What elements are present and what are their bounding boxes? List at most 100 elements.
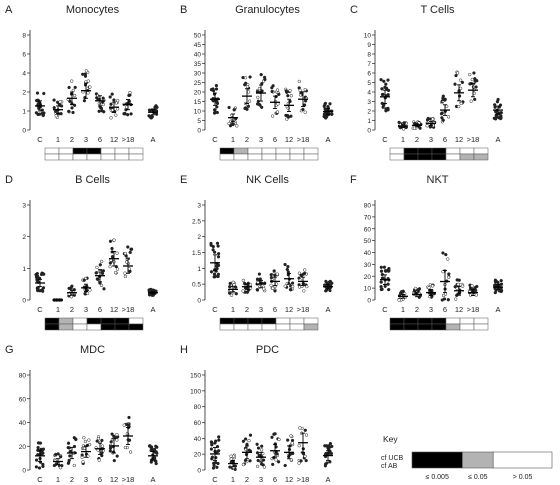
significance-cell <box>128 317 144 325</box>
significance-cell <box>100 323 116 331</box>
data-point <box>470 284 474 288</box>
x-tick-label: 3 <box>259 475 263 484</box>
data-point <box>255 277 260 281</box>
x-tick-label: C <box>212 475 218 484</box>
panel-letter: B <box>180 4 187 16</box>
data-point <box>115 432 119 437</box>
y-tick-label: 10 <box>364 33 372 40</box>
data-point <box>82 278 86 282</box>
data-point <box>109 102 113 106</box>
data-point <box>96 277 100 282</box>
significance-cell <box>303 317 319 325</box>
data-point <box>302 103 307 107</box>
data-point <box>328 279 332 284</box>
key-swatch <box>411 451 463 469</box>
significance-cell <box>44 323 60 331</box>
data-point <box>100 444 105 448</box>
x-tick-label: 2 <box>415 305 419 314</box>
data-point <box>123 111 127 116</box>
data-point <box>304 458 308 463</box>
data-point <box>88 288 92 292</box>
data-point <box>256 446 261 450</box>
data-point <box>270 89 274 94</box>
data-point <box>88 85 92 89</box>
data-point <box>246 104 251 108</box>
data-point <box>71 110 75 115</box>
data-point <box>441 94 445 98</box>
data-point <box>216 263 221 268</box>
data-point <box>70 284 74 288</box>
data-point <box>382 79 386 83</box>
data-point <box>82 446 87 451</box>
data-point <box>37 466 42 470</box>
data-point <box>297 79 301 84</box>
y-tick-label: 2 <box>22 234 26 241</box>
data-point <box>67 109 71 114</box>
data-point <box>473 97 477 102</box>
y-tick-label: 0 <box>197 128 201 135</box>
significance-cell <box>128 323 144 331</box>
y-tick-label: 60 <box>194 420 202 427</box>
x-tick-label: 12 <box>285 305 293 314</box>
data-point <box>67 85 71 90</box>
data-point <box>108 446 113 450</box>
panel-letter: F <box>350 174 357 186</box>
data-point <box>275 452 279 456</box>
x-tick-label: 1 <box>401 135 405 144</box>
data-point <box>122 423 126 427</box>
data-point <box>72 93 77 98</box>
panel-letter: D <box>5 174 13 186</box>
significance-cell <box>72 147 88 155</box>
data-point <box>229 454 233 458</box>
data-point <box>383 85 387 89</box>
data-point <box>41 464 45 469</box>
data-point <box>289 434 293 438</box>
data-point <box>243 83 247 87</box>
y-tick-label: 40 <box>194 52 202 59</box>
y-tick-label: 10 <box>194 109 202 116</box>
data-point <box>262 465 267 469</box>
data-point <box>149 287 153 292</box>
significance-cell <box>100 317 116 325</box>
data-point <box>247 438 251 443</box>
data-point <box>115 251 119 255</box>
significance-cell <box>389 153 405 161</box>
significance-cell <box>72 323 88 331</box>
data-point <box>469 99 473 103</box>
data-point <box>94 271 98 275</box>
y-tick-label: 40 <box>19 420 27 427</box>
data-point <box>123 274 128 279</box>
panel-title: PDC <box>256 344 279 356</box>
significance-cell <box>219 323 235 331</box>
data-point <box>108 95 112 99</box>
x-tick-label: 12 <box>455 305 463 314</box>
y-tick-label: 80 <box>194 404 202 411</box>
significance-cell <box>58 147 74 155</box>
data-point <box>123 251 127 256</box>
data-point <box>70 106 74 110</box>
y-tick-label: 3 <box>22 203 26 210</box>
data-point <box>383 269 388 273</box>
panel-title: NKT <box>427 174 449 186</box>
x-tick-label: 6 <box>273 475 277 484</box>
y-tick-label: 0 <box>197 298 201 305</box>
data-point <box>284 113 288 118</box>
significance-cell <box>86 323 102 331</box>
data-point <box>492 116 496 120</box>
data-point <box>379 280 383 284</box>
x-tick-label: C <box>212 305 218 314</box>
data-point <box>36 441 41 445</box>
y-tick-label: 1 <box>367 118 371 125</box>
significance-cell <box>86 317 102 325</box>
y-tick-label: 0 <box>22 128 26 135</box>
y-tick-label: 2 <box>367 109 371 116</box>
y-tick-label: 30 <box>364 262 372 269</box>
data-point <box>82 99 87 103</box>
data-point <box>228 285 232 289</box>
x-tick-label: C <box>382 135 388 144</box>
data-point <box>412 126 417 130</box>
